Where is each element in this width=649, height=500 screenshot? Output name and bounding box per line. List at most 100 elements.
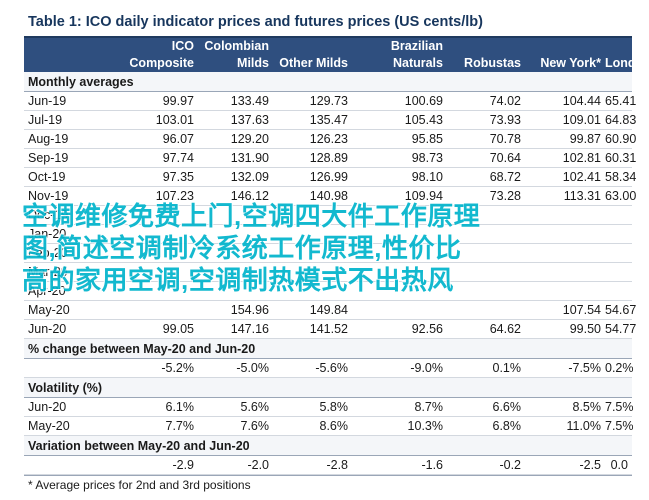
table-cell: 5.8%	[319, 400, 349, 414]
table-body: Monthly averages Jun-19 99.97 133.49 129.73 1…	[24, 72, 637, 475]
table-cell: 147.16	[230, 322, 269, 336]
table-cell: 8.7%	[414, 400, 444, 414]
table-cell: 92.56	[411, 322, 443, 336]
table-cell: -5.2%	[161, 361, 194, 375]
table-cell: 132.09	[230, 170, 269, 184]
table-cell: 133.49	[230, 94, 269, 108]
header-row-1: ICO Colombian Brazilian	[24, 38, 632, 55]
table-cell: 109.01	[562, 113, 601, 127]
header-cell	[24, 38, 104, 55]
table-cell: 64.62	[489, 322, 521, 336]
row-label	[24, 359, 104, 377]
table-cell: 0.2%	[605, 361, 634, 375]
header-cell	[605, 38, 632, 55]
watermark-overlay-text: 空调维修免费上门,空调四大件工作原理 图,简述空调制冷系统工作原理,性价比 高的…	[22, 200, 632, 296]
table-cell: 129.73	[309, 94, 348, 108]
table-cell	[104, 301, 198, 319]
table-cell: 126.99	[309, 170, 348, 184]
price-table-document: Table 1: ICO daily indicator prices and …	[24, 9, 649, 493]
header-cell	[447, 38, 525, 55]
row-label: May-20	[28, 419, 70, 433]
table-cell: 99.05	[162, 322, 194, 336]
table-cell: -9.0%	[410, 361, 443, 375]
table-cell: 58.34	[605, 170, 637, 184]
table-row: Jun-20 6.1% 5.6% 5.8% 8.7% 6.6% 8.5% 7.5%	[24, 398, 634, 417]
table-cell: 135.47	[309, 113, 348, 127]
table-row: Apr-20	[24, 282, 632, 301]
table-cell: -5.0%	[236, 361, 269, 375]
header-cell: Composite	[129, 56, 194, 70]
row-label: Jan-20	[28, 227, 67, 241]
table-row: May-20 7.7% 7.6% 8.6% 10.3% 6.8% 11.0% 7.5%	[24, 417, 634, 436]
header-cell: New York*	[540, 56, 601, 70]
section-heading: Volatility (%)	[24, 378, 632, 398]
table-row: Jan-20	[24, 225, 632, 244]
table-cell	[447, 301, 525, 319]
table-cell: 54.77	[605, 322, 637, 336]
table-cell: -2.5	[579, 458, 601, 472]
table-cell: 95.85	[411, 132, 443, 146]
table-cell: 63.00	[605, 189, 637, 203]
table-cell: 100.69	[404, 94, 443, 108]
table-cell: 102.41	[562, 170, 601, 184]
table-cell: 68.72	[489, 170, 521, 184]
header-cell: Naturals	[392, 56, 443, 70]
header-cell: ICO	[171, 39, 194, 53]
table-cell: 10.3%	[407, 419, 443, 433]
table-cell: 149.84	[309, 303, 348, 317]
table-cell: 74.02	[489, 94, 521, 108]
table-cell: 60.90	[605, 132, 637, 146]
overlay-line-3: 高的家用空调,空调制热模式不出热风	[22, 265, 454, 295]
table-cell: 107.23	[155, 189, 194, 203]
table-cell: 131.90	[230, 151, 269, 165]
table-cell: 146.12	[230, 189, 269, 203]
row-label	[24, 456, 104, 474]
table-cell: 7.7%	[165, 419, 195, 433]
row-label: Jul-19	[28, 113, 63, 127]
table-row: -2.9 -2.0 -2.8 -1.6 -0.2 -2.5 0.0	[24, 456, 632, 475]
header-row-2: Composite Milds Other Milds Naturals Robusta…	[24, 55, 649, 72]
table-cell: 105.43	[404, 113, 443, 127]
table-cell	[352, 301, 447, 319]
row-label: Dec-19	[28, 208, 69, 222]
row-label: Feb-20	[28, 246, 68, 260]
row-label: May-20	[28, 303, 70, 317]
table-cell: 7.5%	[605, 400, 634, 414]
table-cell: 107.54	[562, 303, 601, 317]
table-cell: 126.23	[309, 132, 348, 146]
row-label: Aug-19	[28, 132, 69, 146]
table-row: May-20 154.96 149.84 107.54 54.67	[24, 301, 636, 320]
row-label: Apr-20	[28, 284, 66, 298]
table-row: Jun-20 99.05 147.16 141.52 92.56 64.62 99.50 54…	[24, 320, 637, 339]
table-cell: -2.9	[172, 458, 194, 472]
table-cell: 60.31	[605, 151, 637, 165]
row-label: Nov-19	[28, 189, 69, 203]
table-row: -5.2% -5.0% -5.6% -9.0% 0.1% -7.5% 0.2%	[24, 359, 634, 378]
table-cell: 11.0%	[566, 419, 601, 433]
table-cell: 5.6%	[240, 400, 270, 414]
table-cell: 73.93	[489, 113, 521, 127]
table-cell: 137.63	[230, 113, 269, 127]
table-cell: 102.81	[562, 151, 601, 165]
table-row: Oct-19 97.35 132.09 126.99 98.10 68.72 102.41 5…	[24, 168, 637, 187]
table-cell: -2.8	[326, 458, 348, 472]
table-cell: -0.2	[499, 458, 521, 472]
table-cell: 99.50	[569, 322, 601, 336]
row-label: Mar-20	[28, 265, 68, 279]
table-cell: 6.6%	[492, 400, 522, 414]
table-cell: 65.41	[605, 94, 637, 108]
table-cell: 98.73	[411, 151, 443, 165]
table-title: Table 1: ICO daily indicator prices and …	[28, 14, 483, 30]
table-cell: 96.07	[162, 132, 194, 146]
table-header: ICO Colombian Brazilian Composite Milds Othe…	[24, 36, 649, 72]
table-cell: 8.5%	[572, 400, 602, 414]
table-cell: 99.87	[569, 132, 601, 146]
table-cell: 73.28	[489, 189, 521, 203]
table-cell: 98.10	[411, 170, 443, 184]
header-cell: London*	[605, 56, 649, 70]
table-cell: 7.6%	[240, 419, 270, 433]
row-label: Jun-19	[28, 94, 67, 108]
table-cell: 70.64	[489, 151, 521, 165]
table-cell: 129.20	[230, 132, 269, 146]
table-cell: 64.83	[605, 113, 637, 127]
